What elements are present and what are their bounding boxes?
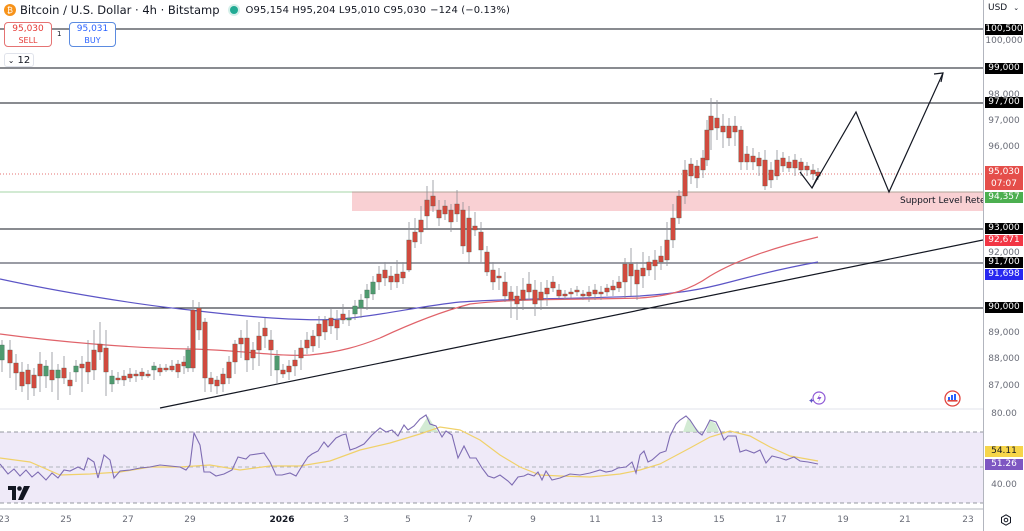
support-tag[interactable]: 94,357: [985, 192, 1023, 203]
price-tick: 88,000: [988, 354, 1020, 364]
events-lightning-icon[interactable]: [809, 391, 827, 407]
time-tick: 3: [343, 515, 349, 525]
spread-value: 1: [57, 30, 62, 38]
ema-blue-tag: 91,698: [985, 269, 1023, 280]
rsi-ma-line: [0, 426, 819, 478]
rsi-tag: 51.26: [985, 459, 1023, 470]
support-zone[interactable]: [352, 192, 983, 211]
bar-countdown: 07:07: [991, 179, 1017, 189]
last-price-tag: 95,030 07:07: [985, 166, 1023, 190]
indicators-count: 12: [17, 54, 31, 66]
time-tick: 11: [589, 515, 601, 525]
time-tick: 21: [899, 515, 911, 525]
bitcoin-logo-icon: ₿: [4, 4, 16, 16]
price-chart[interactable]: [0, 0, 983, 531]
level-tag-97700[interactable]: 97,700: [985, 97, 1023, 108]
time-tick: 23: [0, 515, 10, 525]
time-tick: 15: [713, 515, 725, 525]
time-tick: 25: [60, 515, 72, 525]
chevron-down-icon: ⌄: [1013, 4, 1020, 12]
chevron-down-icon: ⌄: [7, 55, 15, 65]
symbol-title[interactable]: Bitcoin / U.S. Dollar · 4h · Bitstamp: [20, 3, 220, 17]
indicators-collapse-button[interactable]: ⌄ 12: [4, 53, 34, 67]
time-tick: 2026: [269, 515, 295, 525]
rsi-ma-tag: 54.11: [985, 446, 1023, 457]
ascending-trendline[interactable]: [159, 239, 983, 409]
level-tag-91700[interactable]: 91,700: [985, 257, 1023, 268]
level-tag-99000[interactable]: 99,000: [985, 63, 1023, 74]
time-tick: 23: [962, 515, 974, 525]
ema-red-line: [0, 236, 819, 356]
time-tick: 9: [530, 515, 536, 525]
ema-red-tag: 92,671: [985, 235, 1023, 246]
rsi-overbought-fill: [418, 416, 438, 432]
rsi-tick: 40.00: [991, 480, 1017, 490]
symbol-header: ₿ Bitcoin / U.S. Dollar · 4h · Bitstamp …: [0, 0, 510, 20]
time-tick: 19: [837, 515, 849, 525]
price-tick: 97,000: [988, 116, 1020, 126]
time-tick: 7: [467, 515, 473, 525]
price-tick: 92,000: [988, 248, 1020, 258]
level-tag-100500[interactable]: 100,500: [985, 24, 1023, 35]
candlesticks: [0, 98, 821, 400]
buy-button[interactable]: 95,031 BUY: [69, 22, 116, 47]
price-tick: 100,000: [985, 36, 1023, 46]
buy-label: BUY: [84, 36, 101, 45]
sell-label: SELL: [18, 36, 38, 45]
time-tick: 27: [122, 515, 134, 525]
price-axis-border: [983, 0, 984, 531]
projection-path[interactable]: [811, 72, 944, 194]
projection-arrowhead-icon: [933, 72, 944, 83]
us-economic-events-icon[interactable]: [944, 390, 961, 407]
price-tick: 87,000: [988, 381, 1020, 391]
currency-selector[interactable]: USD ⌄: [988, 3, 1019, 13]
buy-price: 95,031: [76, 24, 109, 34]
level-tag-90000[interactable]: 90,000: [985, 302, 1023, 313]
sell-price: 95,030: [12, 24, 44, 34]
time-tick: 13: [651, 515, 663, 525]
time-tick: 17: [775, 515, 787, 525]
level-tag-93000[interactable]: 93,000: [985, 223, 1023, 234]
price-tick: 98,000: [988, 90, 1020, 100]
support-zone-label: Support Level Retest: [900, 196, 983, 206]
sell-button[interactable]: 95,030 SELL: [4, 22, 52, 47]
currency-label: USD: [988, 3, 1008, 13]
rsi-line: [0, 414, 819, 486]
time-tick: 29: [184, 515, 196, 525]
price-tick: 89,000: [988, 328, 1020, 338]
last-price: 95,030: [988, 167, 1020, 177]
settings-gear-icon[interactable]: [1000, 514, 1012, 526]
horizontal-levels[interactable]: [0, 28, 983, 309]
tradingview-logo-icon[interactable]: [8, 486, 32, 500]
time-tick: 5: [405, 515, 411, 525]
rsi-tick: 80.00: [991, 409, 1017, 419]
ema-blue-line: [0, 261, 819, 321]
price-tick: 96,000: [988, 142, 1020, 152]
ohlc-values: O95,154 H95,204 L95,010 C95,030: [245, 4, 427, 16]
price-change: −124 (−0.13%): [430, 4, 510, 16]
market-open-status-icon[interactable]: [229, 6, 238, 14]
